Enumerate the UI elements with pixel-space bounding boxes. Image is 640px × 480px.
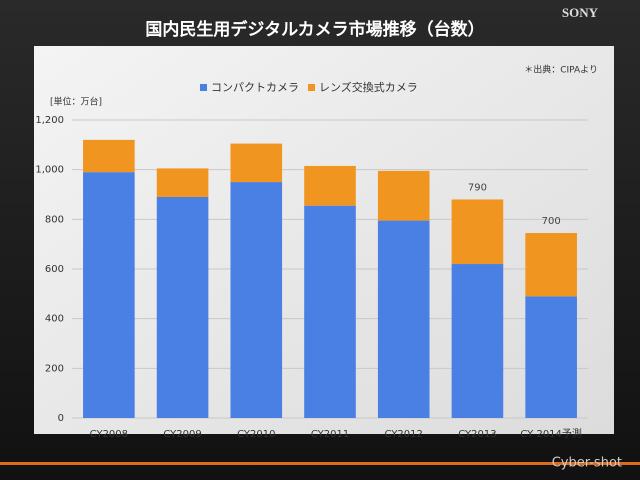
legend-label: コンパクトカメラ [211,81,299,94]
footer-logo: Cyber-shot [552,456,622,471]
bar-segment [451,199,504,265]
x-tick-label: CY2008 [90,429,128,440]
bar-segment [230,182,283,418]
y-tick-label: 200 [45,363,64,374]
total-label: 700 [542,216,561,227]
y-tick-label: 400 [45,314,64,325]
bar-segment [304,205,356,418]
total-label: 790 [468,182,487,193]
legend-swatch [308,84,315,91]
bar-segment [83,172,135,418]
bar-segment [525,296,577,418]
x-tick-label: CY2010 [237,429,275,440]
bar-segment [377,170,430,221]
legend-swatch [200,84,207,91]
y-tick-label: 800 [45,214,64,225]
x-tick-label: CY2009 [163,429,201,440]
y-tick-label: 600 [45,264,64,275]
bar-segment [525,232,577,297]
legend-label: レンズ交換式カメラ [319,80,418,94]
source: ＊出典：CIPAより [524,64,598,76]
bar-segment [377,220,430,418]
x-tick-label: CY2012 [385,429,423,440]
bar-segment [230,143,283,183]
bar-segment [83,139,135,173]
bar-segment [451,264,504,418]
bar-segment [156,168,209,197]
y-tick-label: 1,000 [35,165,64,176]
x-tick-label: CY 2014予測 [520,427,582,440]
brand: SONY [562,5,599,20]
unit-label: [単位：万台] [50,96,102,108]
x-tick-label: CY2013 [458,429,496,440]
bar-segment [156,196,209,418]
y-tick-label: 0 [58,413,64,424]
x-tick-label: CY2011 [311,429,349,440]
bar-segment [304,165,356,206]
accent-line [0,462,640,465]
y-tick-label: 1,200 [35,115,64,126]
chart-title: 国内民生用デジタルカメラ市場推移（台数） [145,19,484,40]
